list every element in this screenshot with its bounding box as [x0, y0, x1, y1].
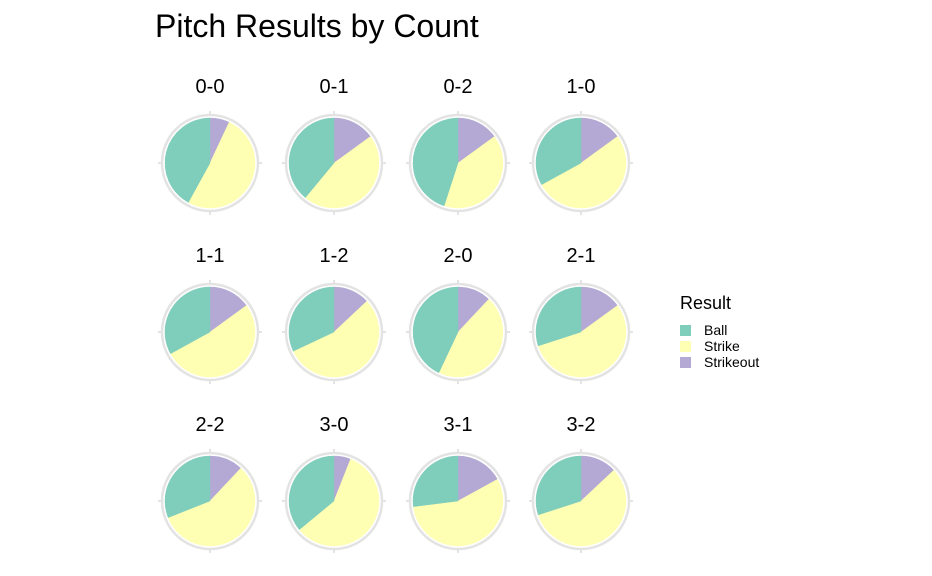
- pie-0-2: 0-2: [406, 76, 510, 215]
- slice-ball: [412, 117, 459, 207]
- slice-ball: [288, 286, 335, 352]
- slice-ball: [412, 455, 459, 507]
- pie-1-2: 1-2: [282, 245, 386, 384]
- slice-strike: [438, 298, 504, 378]
- pie-2-0: 2-0: [406, 245, 510, 384]
- pie-1-1: 1-1: [158, 245, 262, 384]
- pie-3-1: 3-1: [406, 414, 510, 553]
- facet-label: 2-1: [567, 245, 596, 267]
- facet-label: 3-1: [444, 414, 473, 436]
- legend-label: Ball: [704, 322, 728, 338]
- facet-label: 2-2: [196, 414, 225, 436]
- legend-key-ball: [680, 324, 691, 336]
- facet-label: 3-0: [320, 414, 349, 436]
- pie-2-2: 2-2: [158, 414, 262, 553]
- legend-items: Ball Strike Strikeout: [680, 322, 759, 370]
- slice-strike: [537, 305, 627, 378]
- slice-strike: [443, 136, 504, 209]
- slice-ball: [412, 286, 459, 374]
- slice-ball: [535, 455, 582, 516]
- legend-entry-strike: Strike: [680, 338, 759, 354]
- slice-strike: [541, 136, 627, 209]
- legend: Result Ball Strike Strikeout: [680, 293, 759, 370]
- pie-3-2: 3-2: [529, 414, 633, 553]
- legend-label: Strike: [704, 338, 740, 354]
- slice-strikeout: [457, 455, 498, 502]
- slice-strike: [167, 467, 256, 547]
- facet-label: 2-0: [444, 245, 473, 267]
- pie-2-1: 2-1: [529, 245, 633, 384]
- slice-strike: [413, 478, 504, 547]
- facet-label: 1-2: [320, 245, 349, 267]
- legend-entry-ball: Ball: [680, 322, 759, 338]
- facet-label: 3-2: [567, 414, 596, 436]
- slice-strike: [537, 469, 627, 547]
- facet-label: 1-1: [196, 245, 225, 267]
- facet-label: 1-0: [567, 76, 596, 98]
- facet-label: 0-1: [320, 76, 349, 98]
- slice-ball: [288, 117, 335, 199]
- slice-ball: [164, 286, 211, 355]
- slice-strike: [187, 121, 256, 209]
- pie-0-0: 0-0: [158, 76, 262, 215]
- slice-strike: [170, 305, 256, 378]
- facet-label: 0-2: [444, 76, 473, 98]
- legend-entry-strikeout: Strikeout: [680, 354, 759, 370]
- pie-3-0: 3-0: [282, 414, 386, 553]
- slice-strike: [292, 300, 380, 378]
- slice-ball: [288, 455, 335, 531]
- slice-ball: [535, 117, 582, 186]
- slice-strike: [298, 458, 380, 547]
- chart-title: Pitch Results by Count: [155, 8, 479, 44]
- pie-0-1: 0-1: [282, 76, 386, 215]
- legend-label: Strikeout: [704, 354, 760, 370]
- pie-1-0: 1-0: [529, 76, 633, 215]
- slice-ball: [164, 117, 211, 203]
- slice-strike: [304, 136, 380, 209]
- slice-ball: [164, 455, 211, 518]
- legend-key-strike: [680, 340, 691, 352]
- slice-ball: [535, 286, 582, 347]
- legend-title: Result: [680, 293, 732, 313]
- legend-key-strikeout: [680, 356, 691, 368]
- facet-label: 0-0: [196, 76, 225, 98]
